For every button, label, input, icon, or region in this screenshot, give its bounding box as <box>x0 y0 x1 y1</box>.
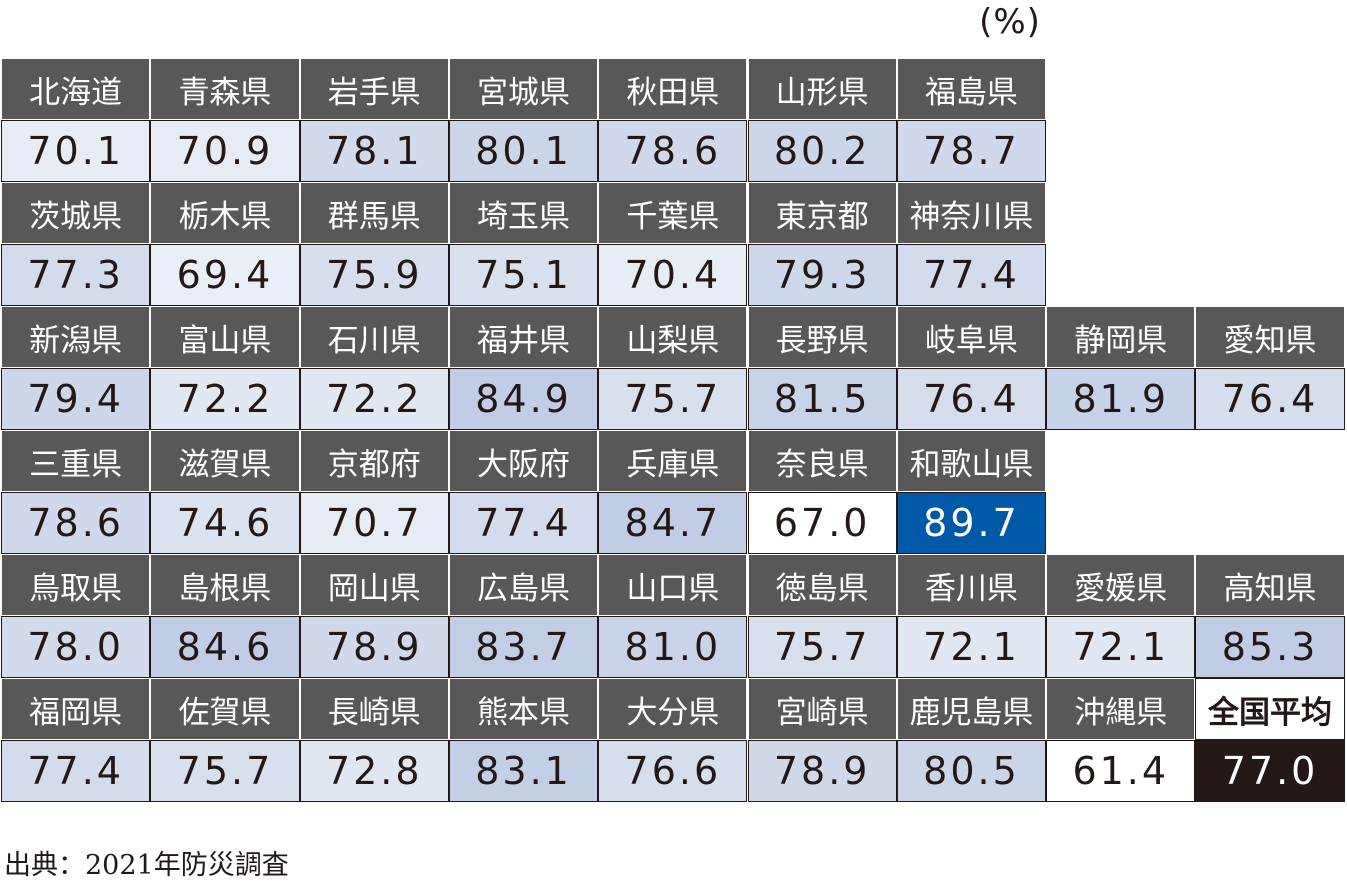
prefecture-name: 埼玉県 <box>448 182 599 244</box>
source-note: 出典：2021年防災調査 <box>4 850 289 881</box>
prefecture-name: 鳥取県 <box>1 554 151 616</box>
prefecture-value: 81.0 <box>598 616 748 678</box>
prefecture-value: 78.9 <box>747 740 897 802</box>
prefecture-name: 沖縄県 <box>1046 678 1196 740</box>
prefecture-value: 85.3 <box>1195 616 1345 678</box>
prefecture-value: 76.6 <box>598 740 748 802</box>
prefecture-name: 山口県 <box>598 554 748 616</box>
prefecture-value: 77.4 <box>448 492 599 554</box>
prefecture-value: 78.6 <box>598 120 748 182</box>
prefecture-value: 78.1 <box>299 120 449 182</box>
prefecture-value: 77.3 <box>1 244 151 306</box>
prefecture-value: 78.9 <box>299 616 449 678</box>
prefecture-value: 84.9 <box>448 368 599 430</box>
prefecture-name: 鹿児島県 <box>896 678 1047 740</box>
prefecture-value: 75.7 <box>747 616 897 678</box>
prefecture-value: 79.4 <box>1 368 151 430</box>
prefecture-value: 81.9 <box>1046 368 1196 430</box>
prefecture-name: 和歌山県 <box>896 430 1047 492</box>
prefecture-name: 愛知県 <box>1195 306 1345 368</box>
prefecture-value: 79.3 <box>747 244 897 306</box>
prefecture-name: 神奈川県 <box>896 182 1047 244</box>
prefecture-value: 72.2 <box>299 368 449 430</box>
prefecture-value: 67.0 <box>747 492 897 554</box>
prefecture-value: 72.1 <box>1046 616 1196 678</box>
unit-label: (%) <box>979 2 1041 42</box>
prefecture-value: 77.4 <box>1 740 151 802</box>
prefecture-name: 愛媛県 <box>1046 554 1196 616</box>
prefecture-value: 83.1 <box>448 740 599 802</box>
prefecture-value: 61.4 <box>1046 740 1196 802</box>
prefecture-name: 香川県 <box>896 554 1047 616</box>
prefecture-name: 京都府 <box>299 430 449 492</box>
prefecture-value: 72.1 <box>896 616 1047 678</box>
prefecture-value: 81.5 <box>747 368 897 430</box>
prefecture-name: 石川県 <box>299 306 449 368</box>
prefecture-name: 宮城県 <box>448 58 599 120</box>
prefecture-value: 80.5 <box>896 740 1047 802</box>
national-average-label: 全国平均 <box>1195 678 1345 740</box>
prefecture-name: 青森県 <box>150 58 300 120</box>
prefecture-value: 70.1 <box>1 120 151 182</box>
prefecture-value: 76.4 <box>1195 368 1345 430</box>
prefecture-name: 大分県 <box>598 678 748 740</box>
prefecture-name: 熊本県 <box>448 678 599 740</box>
prefecture-name: 長野県 <box>747 306 897 368</box>
prefecture-value: 75.9 <box>299 244 449 306</box>
prefecture-name: 岡山県 <box>299 554 449 616</box>
prefecture-name: 長崎県 <box>299 678 449 740</box>
prefecture-name: 徳島県 <box>747 554 897 616</box>
prefecture-value: 77.4 <box>896 244 1047 306</box>
national-average-value: 77.0 <box>1195 740 1345 802</box>
prefecture-value: 78.6 <box>1 492 151 554</box>
prefecture-value: 75.1 <box>448 244 599 306</box>
prefecture-value: 83.7 <box>448 616 599 678</box>
prefecture-name: 大阪府 <box>448 430 599 492</box>
prefecture-name: 兵庫県 <box>598 430 748 492</box>
prefecture-value: 80.1 <box>448 120 599 182</box>
prefecture-name: 佐賀県 <box>150 678 300 740</box>
prefecture-name: 静岡県 <box>1046 306 1196 368</box>
prefecture-value: 75.7 <box>150 740 300 802</box>
prefecture-name: 山形県 <box>747 58 897 120</box>
prefecture-value: 72.2 <box>150 368 300 430</box>
prefecture-name: 高知県 <box>1195 554 1345 616</box>
prefecture-name: 東京都 <box>747 182 897 244</box>
prefecture-name: 千葉県 <box>598 182 748 244</box>
prefecture-value: 70.9 <box>150 120 300 182</box>
prefecture-name: 滋賀県 <box>150 430 300 492</box>
prefecture-value: 84.7 <box>598 492 748 554</box>
prefecture-name: 三重県 <box>1 430 151 492</box>
prefecture-name: 群馬県 <box>299 182 449 244</box>
prefecture-value: 69.4 <box>150 244 300 306</box>
prefecture-name: 茨城県 <box>1 182 151 244</box>
prefecture-value: 75.7 <box>598 368 748 430</box>
prefecture-name: 島根県 <box>150 554 300 616</box>
prefecture-value: 70.4 <box>598 244 748 306</box>
prefecture-name: 奈良県 <box>747 430 897 492</box>
prefecture-value: 89.7 <box>896 492 1047 554</box>
prefecture-name: 新潟県 <box>1 306 151 368</box>
prefecture-value: 78.7 <box>896 120 1047 182</box>
prefecture-name: 富山県 <box>150 306 300 368</box>
prefecture-name: 岩手県 <box>299 58 449 120</box>
prefecture-name: 北海道 <box>1 58 151 120</box>
prefecture-name: 福島県 <box>896 58 1047 120</box>
prefecture-value: 72.8 <box>299 740 449 802</box>
prefecture-name: 宮崎県 <box>747 678 897 740</box>
prefecture-name: 岐阜県 <box>896 306 1047 368</box>
prefecture-value: 80.2 <box>747 120 897 182</box>
prefecture-name: 秋田県 <box>598 58 748 120</box>
prefecture-name: 福岡県 <box>1 678 151 740</box>
prefecture-name: 広島県 <box>448 554 599 616</box>
prefecture-value: 78.0 <box>1 616 151 678</box>
prefecture-value: 74.6 <box>150 492 300 554</box>
prefecture-name: 山梨県 <box>598 306 748 368</box>
prefecture-name: 栃木県 <box>150 182 300 244</box>
prefecture-value: 76.4 <box>896 368 1047 430</box>
prefecture-value: 70.7 <box>299 492 449 554</box>
prefecture-value: 84.6 <box>150 616 300 678</box>
prefecture-name: 福井県 <box>448 306 599 368</box>
